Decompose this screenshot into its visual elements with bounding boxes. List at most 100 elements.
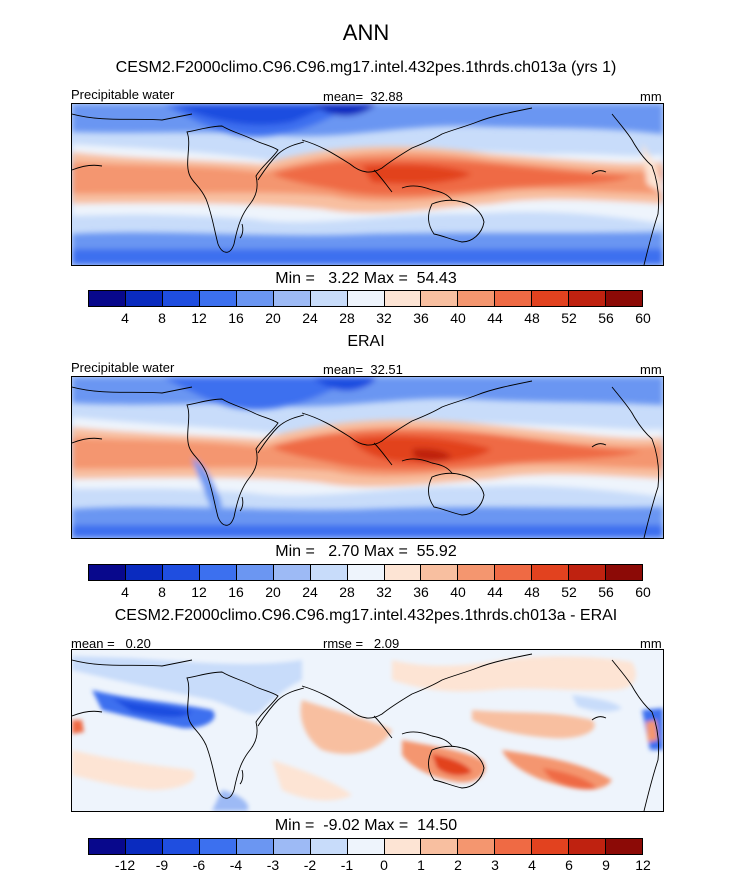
colorbar-tick-label: 48: [524, 584, 540, 600]
colorbar-swatch: [569, 565, 606, 580]
colorbar-swatch: [163, 839, 200, 854]
colorbar-swatch: [89, 291, 126, 306]
colorbar-swatch: [311, 565, 348, 580]
colorbar-swatch: [348, 565, 385, 580]
colorbar-tick-label: -6: [193, 857, 205, 873]
colorbar-mid-ticks: 4 8 12 16 20 24 28 32 36 40 44 48 52 56 60: [88, 584, 643, 602]
colorbar-swatch: [274, 565, 311, 580]
colorbar-tick-label: -2: [304, 857, 316, 873]
colorbar-tick-label: 16: [228, 310, 244, 326]
panel-top-units-label: mm: [640, 89, 662, 104]
colorbar-tick-label: 28: [339, 584, 355, 600]
colorbar-tick-label: -9: [156, 857, 168, 873]
colorbar-tick-label: 8: [158, 584, 166, 600]
panel-top-variable-label: Precipitable water: [71, 87, 174, 102]
colorbar-tick-label: 36: [413, 584, 429, 600]
colorbar-tick-label: 4: [528, 857, 536, 873]
colorbar-tick-label: 6: [565, 857, 573, 873]
panel-mid-mean-label: mean= 32.51: [323, 362, 403, 377]
colorbar-mid: [88, 564, 643, 581]
panel-diff-minmax: Min = -9.02 Max = 14.50: [0, 817, 732, 835]
colorbar-swatch: [421, 565, 458, 580]
colorbar-tick-label: 20: [265, 310, 281, 326]
colorbar-swatch: [311, 291, 348, 306]
colorbar-tick-label: 20: [265, 584, 281, 600]
colorbar-tick-label: 24: [302, 584, 318, 600]
colorbar-tick-label: 8: [158, 310, 166, 326]
colorbar-tick-label: 4: [121, 310, 129, 326]
colorbar-tick-label: 44: [487, 310, 503, 326]
panel-top-minmax: Min = 3.22 Max = 54.43: [0, 270, 732, 288]
colorbar-swatch: [495, 839, 532, 854]
colorbar-swatch: [606, 291, 642, 306]
colorbar-tick-label: 16: [228, 584, 244, 600]
colorbar-swatch: [163, 565, 200, 580]
panel-diff-subtitle: CESM2.F2000climo.C96.C96.mg17.intel.432p…: [0, 607, 732, 625]
colorbar-tick-label: 12: [191, 310, 207, 326]
colorbar-diff: [88, 838, 643, 855]
colorbar-swatch: [385, 565, 422, 580]
colorbar-swatch: [200, 291, 237, 306]
colorbar-tick-label: 40: [450, 584, 466, 600]
colorbar-swatch: [274, 291, 311, 306]
colorbar-swatch: [348, 291, 385, 306]
panel-mid-map: [71, 376, 664, 539]
colorbar-swatch: [237, 291, 274, 306]
colorbar-swatch: [532, 291, 569, 306]
colorbar-tick-label: 56: [598, 310, 614, 326]
colorbar-swatch: [458, 839, 495, 854]
panel-mid-subtitle: ERAI: [0, 333, 732, 351]
panel-mid-minmax: Min = 2.70 Max = 55.92: [0, 543, 732, 561]
colorbar-swatch: [237, 565, 274, 580]
colorbar-swatch: [569, 839, 606, 854]
colorbar-swatch: [532, 839, 569, 854]
panel-top-map: [71, 103, 664, 266]
colorbar-swatch: [385, 839, 422, 854]
panel-mid-units-label: mm: [640, 362, 662, 377]
colorbar-swatch: [421, 839, 458, 854]
colorbar-swatch: [200, 565, 237, 580]
colorbar-tick-label: 2: [454, 857, 462, 873]
panel-top-mean-label: mean= 32.88: [323, 89, 403, 104]
colorbar-swatch: [237, 839, 274, 854]
colorbar-tick-label: 28: [339, 310, 355, 326]
colorbar-swatch: [385, 291, 422, 306]
colorbar-tick-label: 12: [191, 584, 207, 600]
panel-mid-variable-label: Precipitable water: [71, 360, 174, 375]
colorbar-tick-label: 56: [598, 584, 614, 600]
colorbar-tick-label: -3: [267, 857, 279, 873]
colorbar-swatch: [163, 291, 200, 306]
colorbar-swatch: [606, 565, 642, 580]
colorbar-swatch: [89, 565, 126, 580]
colorbar-tick-label: 40: [450, 310, 466, 326]
colorbar-swatch: [348, 839, 385, 854]
colorbar-tick-label: 60: [635, 310, 651, 326]
colorbar-tick-label: 24: [302, 310, 318, 326]
colorbar-tick-label: -12: [115, 857, 135, 873]
colorbar-swatch: [421, 291, 458, 306]
colorbar-diff-ticks: -12 -9 -6 -4 -3 -2 -1 0 1 2 3 4 6 9 12: [88, 857, 643, 875]
colorbar-tick-label: 32: [376, 310, 392, 326]
colorbar-tick-label: 32: [376, 584, 392, 600]
colorbar-tick-label: 44: [487, 584, 503, 600]
colorbar-swatch: [126, 839, 163, 854]
colorbar-tick-label: -1: [341, 857, 353, 873]
colorbar-tick-label: 4: [121, 584, 129, 600]
colorbar-swatch: [495, 565, 532, 580]
colorbar-tick-label: 52: [561, 584, 577, 600]
colorbar-top: [88, 290, 643, 307]
colorbar-tick-label: 60: [635, 584, 651, 600]
colorbar-swatch: [274, 839, 311, 854]
colorbar-swatch: [458, 291, 495, 306]
panel-diff-map: [71, 649, 664, 812]
colorbar-tick-label: -4: [230, 857, 242, 873]
colorbar-swatch: [126, 291, 163, 306]
colorbar-tick-label: 9: [602, 857, 610, 873]
colorbar-swatch: [495, 291, 532, 306]
colorbar-swatch: [458, 565, 495, 580]
colorbar-swatch: [569, 291, 606, 306]
colorbar-tick-label: 0: [380, 857, 388, 873]
colorbar-swatch: [606, 839, 642, 854]
colorbar-tick-label: 36: [413, 310, 429, 326]
colorbar-tick-label: 52: [561, 310, 577, 326]
